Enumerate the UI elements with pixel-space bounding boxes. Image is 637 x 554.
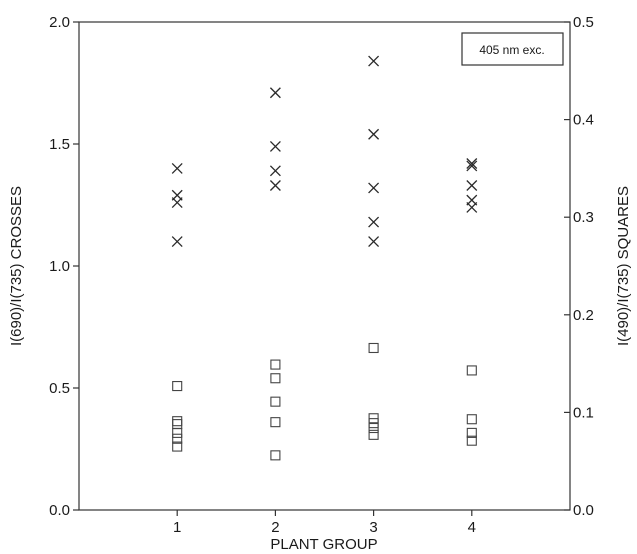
square-point [466, 414, 477, 425]
x-tick-label: 3 [369, 519, 377, 536]
square-point [466, 427, 477, 438]
right-axis-title: I(490)/I(735) SQUARES [615, 186, 632, 346]
cross-point [466, 158, 478, 169]
right-tick-label: 0.4 [573, 112, 594, 129]
square-point [368, 429, 379, 440]
right-tick-label: 0.3 [573, 209, 594, 226]
square-point [172, 433, 183, 444]
square-point [172, 419, 183, 430]
square-point [270, 373, 281, 384]
left-tick-label: 1.0 [49, 258, 70, 275]
square-point [270, 396, 281, 407]
x-tick-label: 4 [468, 519, 476, 536]
square-point [270, 359, 281, 370]
legend-annotation: 405 nm exc. [479, 43, 544, 57]
plot-frame [78, 21, 571, 511]
x-axis-title: PLANT GROUP [270, 536, 377, 553]
cross-point [466, 160, 478, 172]
square-point [172, 441, 183, 452]
square-point [172, 380, 183, 392]
left-tick-label: 1.5 [49, 136, 70, 153]
cross-point [466, 201, 478, 213]
right-tick-label: 0.5 [573, 14, 594, 31]
square-point [172, 427, 183, 438]
x-tick-label: 2 [271, 519, 279, 536]
cross-point [269, 140, 281, 152]
cross-point [269, 87, 281, 99]
square-point [270, 417, 281, 428]
square-point [270, 450, 281, 461]
cross-point [368, 55, 380, 67]
cross-point [269, 165, 281, 177]
right-tick-label: 0.2 [573, 307, 594, 324]
cross-point [368, 128, 380, 140]
cross-point [171, 236, 183, 248]
cross-point [368, 182, 380, 194]
cross-point [368, 236, 380, 248]
square-point [466, 365, 477, 376]
cross-point [368, 216, 380, 228]
square-point [368, 422, 379, 434]
left-axis: 0.0 0.5 1.0 1.5 2.0 [49, 14, 79, 519]
square-point [368, 342, 379, 354]
x-tick-label: 1 [173, 519, 181, 536]
left-tick-label: 0.5 [49, 380, 70, 397]
cross-point [171, 162, 183, 174]
data-points [171, 55, 478, 461]
legend-box: 405 nm exc. [461, 32, 564, 66]
x-axis: 1 2 3 4 [173, 510, 476, 536]
left-tick-label: 0.0 [49, 502, 70, 519]
right-tick-label: 0.1 [573, 404, 594, 421]
right-tick-label: 0.0 [573, 502, 594, 519]
square-point [172, 416, 183, 427]
cross-point [466, 180, 478, 191]
square-point [466, 435, 477, 446]
left-axis-title: I(690)/I(735) CROSSES [8, 186, 25, 346]
cross-point [171, 197, 183, 209]
left-tick-label: 2.0 [49, 14, 70, 31]
right-axis: 0.0 0.1 0.2 0.3 0.4 0.5 [564, 14, 594, 519]
cross-point [269, 180, 281, 191]
